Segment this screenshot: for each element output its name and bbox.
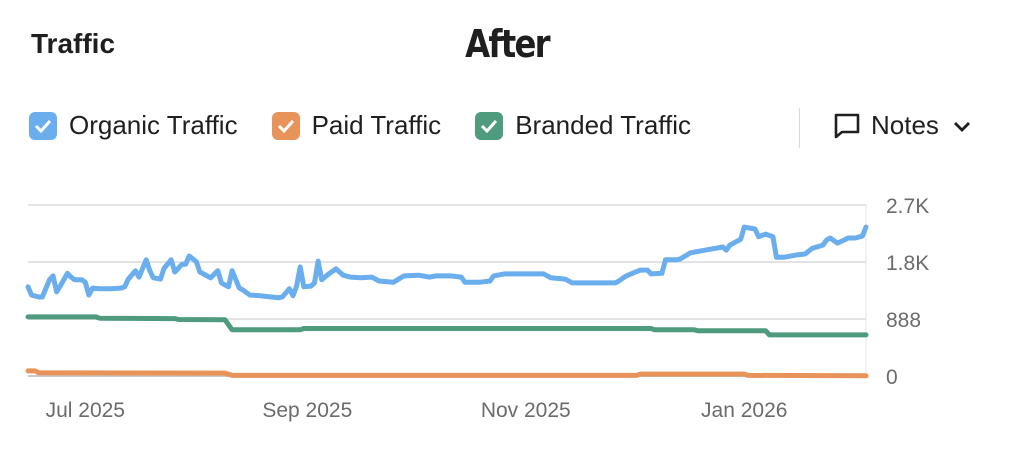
y-tick-label: 888 (886, 309, 921, 332)
chevron-down-icon (953, 121, 970, 132)
checkbox-organic[interactable] (29, 111, 57, 140)
y-tick-label: 2.7K (886, 195, 929, 218)
series-line-paid-traffic (25, 368, 869, 379)
comment-icon (834, 113, 860, 138)
legend-branded-traffic[interactable]: Branded Traffic (475, 110, 691, 141)
check-icon (277, 119, 294, 133)
legend: Organic Traffic Paid Traffic Branded Tra… (29, 110, 725, 141)
x-tick-label: Jul 2025 (46, 399, 125, 422)
page-title: Traffic (31, 28, 116, 59)
legend-label: Paid Traffic (311, 110, 442, 140)
y-tick-label: 0 (886, 366, 898, 389)
checkbox-paid[interactable] (271, 111, 300, 140)
checkbox-branded[interactable] (475, 111, 504, 140)
legend-label: Branded Traffic (515, 110, 692, 140)
notes-label: Notes (871, 110, 939, 140)
x-tick-label: Sep 2025 (262, 399, 352, 422)
x-tick-label: Nov 2025 (481, 399, 571, 422)
x-tick-label: Jan 2026 (701, 399, 787, 422)
notes-button[interactable]: Notes (833, 110, 973, 141)
check-icon (481, 119, 498, 133)
y-tick-label: 1.8K (886, 252, 929, 275)
legend-paid-traffic[interactable]: Paid Traffic (271, 110, 442, 141)
overlay-label: After (465, 22, 551, 66)
legend-divider (799, 108, 800, 148)
legend-label: Organic Traffic (69, 110, 238, 140)
legend-organic-traffic[interactable]: Organic Traffic (29, 110, 238, 141)
series-line-organic-traffic (25, 224, 869, 301)
check-icon (34, 119, 52, 133)
series-line-branded-traffic (25, 314, 869, 338)
